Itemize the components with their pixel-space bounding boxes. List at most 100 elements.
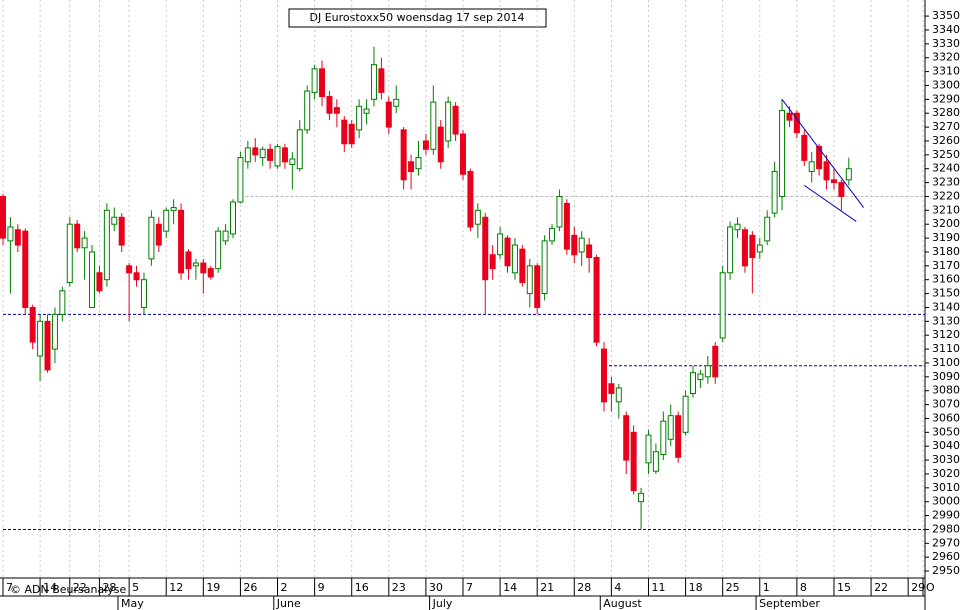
y-tick-label: 3080 [932, 384, 960, 397]
candle-body [704, 365, 711, 378]
candle-body [89, 251, 96, 308]
y-tick-label: 3020 [932, 467, 960, 480]
candle-body [786, 112, 793, 121]
y-tick-label: 3110 [932, 342, 960, 355]
candle-body [756, 244, 763, 253]
y-tick-label: 3180 [932, 245, 960, 258]
candle-body [222, 230, 229, 242]
candle-body [393, 98, 400, 107]
candle-body [118, 216, 125, 246]
candle-body [415, 157, 422, 170]
candle-body [801, 134, 808, 161]
candle-body [311, 68, 318, 93]
candle-body [779, 109, 786, 197]
y-tick-label: 3140 [932, 300, 960, 313]
candle-body [281, 147, 288, 163]
y-tick-label: 3040 [932, 439, 960, 452]
candle-body [267, 148, 274, 161]
y-tick-label: 3340 [932, 23, 960, 36]
x-tick-label: 7 [466, 581, 473, 594]
candle-body [838, 182, 845, 197]
y-tick-label: 3230 [932, 176, 960, 189]
candle-body [541, 240, 548, 295]
candle-body [764, 216, 771, 242]
y-tick-label: 3000 [932, 495, 960, 508]
y-tick-label: 3170 [932, 259, 960, 272]
y-tick-label: 3070 [932, 398, 960, 411]
x-tick-label: 18 [689, 581, 703, 594]
candle-body [59, 290, 66, 315]
candle-body [690, 372, 696, 394]
y-tick-label: 3100 [932, 356, 960, 369]
x-tick-label: 9 [318, 581, 325, 594]
x-tick-label: 15 [837, 581, 851, 594]
copyright: © ADN Beursanalyse [10, 583, 127, 596]
y-tick-label: 3250 [932, 148, 960, 161]
candle-body [482, 216, 489, 281]
y-tick-label: 3290 [932, 92, 960, 105]
x-tick-label: 16 [355, 581, 369, 594]
y-tick-label: 3130 [932, 314, 960, 327]
candle-body [519, 248, 526, 283]
candle-body [474, 209, 481, 225]
month-label: July [432, 597, 453, 610]
candle-body [81, 237, 88, 249]
candle-body [816, 146, 823, 170]
candle-body [563, 202, 570, 250]
y-tick-label: 3030 [932, 453, 960, 466]
candle-body [259, 148, 266, 159]
candle-body [289, 158, 296, 166]
x-tick-label: 12 [169, 581, 183, 594]
x-tick-label: 23 [392, 581, 406, 594]
candle-body [333, 107, 340, 114]
x-tick-label: 7 [6, 581, 13, 594]
candle-body [460, 133, 466, 175]
candle-body [675, 415, 682, 458]
candle-body [734, 223, 741, 231]
candle-body [207, 268, 214, 278]
candle-body [593, 257, 600, 343]
month-label: June [276, 597, 301, 610]
candle-body [586, 244, 593, 259]
candle-body [808, 161, 815, 172]
candle-body [385, 101, 392, 128]
candle-body [96, 272, 103, 292]
y-tick-label: 3270 [932, 120, 960, 133]
candle-body [356, 105, 363, 131]
y-tick-label: 3060 [932, 411, 960, 424]
candle-body [697, 373, 704, 381]
x-tick-label: 26 [243, 581, 257, 594]
x-tick-label: 28 [102, 581, 116, 594]
candle-body [437, 126, 444, 163]
candle-body [274, 146, 281, 167]
candle-body [326, 96, 333, 114]
candle-body [749, 234, 756, 259]
x-tick-label: 21 [540, 581, 554, 594]
candle-body [192, 262, 199, 267]
trend-line [804, 184, 857, 222]
y-tick-label: 3280 [932, 106, 960, 119]
candle-body [526, 265, 533, 295]
candle-body [296, 129, 303, 170]
y-tick-label: 3050 [932, 425, 960, 438]
candle-body [845, 168, 852, 181]
x-tick-label: 5 [132, 581, 139, 594]
y-tick-label: 3120 [932, 328, 960, 341]
y-tick-label: 3090 [932, 370, 960, 383]
candle-body [430, 101, 437, 150]
y-tick-label: 3150 [932, 287, 960, 300]
candle-body [244, 147, 251, 163]
y-tick-label: 2950 [932, 564, 960, 577]
candle-body [0, 195, 6, 239]
title-box [288, 8, 547, 28]
y-tick-label: 3210 [932, 203, 960, 216]
candle-body [148, 216, 155, 260]
x-tick-label: 4 [614, 581, 621, 594]
candle-body [304, 90, 311, 131]
y-tick-label: 2990 [932, 509, 960, 522]
candle-body [155, 223, 162, 246]
candle-body [660, 420, 667, 456]
candle-body [556, 195, 563, 228]
candle-body [682, 395, 689, 433]
